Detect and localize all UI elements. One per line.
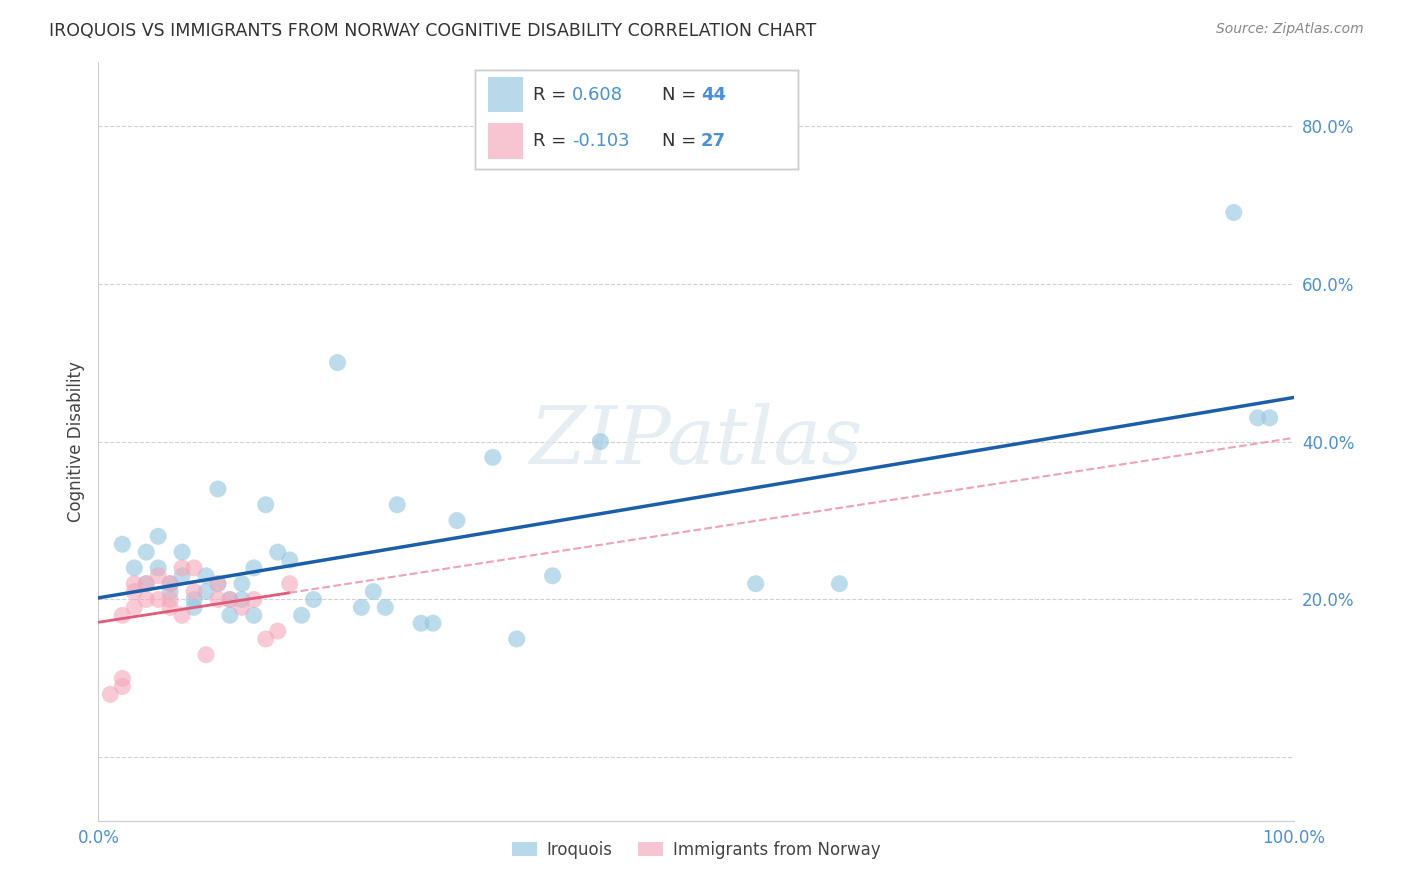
Point [326, 355, 349, 369]
Point [111, 679, 134, 693]
Text: IROQUOIS VS IMMIGRANTS FROM NORWAY COGNITIVE DISABILITY CORRELATION CHART: IROQUOIS VS IMMIGRANTS FROM NORWAY COGNI… [49, 22, 817, 40]
Point [446, 514, 468, 528]
Point [243, 561, 266, 575]
Point [148, 529, 170, 543]
Point [195, 584, 218, 599]
Point [124, 600, 146, 615]
Point [363, 584, 385, 599]
Point [422, 616, 444, 631]
Point [124, 584, 146, 599]
Point [374, 600, 396, 615]
Point [243, 608, 266, 623]
Point [148, 592, 170, 607]
Point [172, 561, 194, 575]
Point [385, 498, 409, 512]
Point [111, 537, 134, 551]
Point [207, 482, 229, 496]
Point [267, 624, 290, 639]
Point [159, 584, 181, 599]
Point [219, 608, 242, 623]
Point [135, 576, 157, 591]
Point [111, 672, 134, 686]
Point [1258, 410, 1281, 425]
Point [411, 616, 433, 631]
Point [159, 600, 181, 615]
Point [183, 592, 205, 607]
Point [481, 450, 505, 465]
Point [350, 600, 373, 615]
Point [302, 592, 325, 607]
Point [243, 592, 266, 607]
Point [589, 434, 612, 449]
Point [195, 648, 218, 662]
Point [111, 608, 134, 623]
Point [135, 576, 157, 591]
Point [207, 576, 229, 591]
Point [254, 632, 277, 646]
Y-axis label: Cognitive Disability: Cognitive Disability [66, 361, 84, 522]
Point [135, 545, 157, 559]
Text: ZIPatlas: ZIPatlas [529, 403, 863, 480]
Point [219, 592, 242, 607]
Point [231, 592, 253, 607]
Point [183, 600, 205, 615]
Point [135, 592, 157, 607]
Point [219, 592, 242, 607]
Point [1223, 205, 1246, 219]
Point [159, 576, 181, 591]
Point [231, 600, 253, 615]
Point [291, 608, 314, 623]
Point [172, 545, 194, 559]
Point [159, 576, 181, 591]
Point [183, 561, 205, 575]
Point [828, 576, 851, 591]
Point [172, 608, 194, 623]
Point [159, 592, 181, 607]
Point [148, 561, 170, 575]
Legend: Iroquois, Immigrants from Norway: Iroquois, Immigrants from Norway [505, 834, 887, 865]
Point [231, 576, 253, 591]
Point [148, 569, 170, 583]
Point [207, 592, 229, 607]
Point [183, 584, 205, 599]
Point [541, 569, 564, 583]
Point [745, 576, 768, 591]
Point [278, 576, 301, 591]
Point [278, 553, 301, 567]
Point [124, 561, 146, 575]
Text: Source: ZipAtlas.com: Source: ZipAtlas.com [1216, 22, 1364, 37]
Point [506, 632, 529, 646]
Point [267, 545, 290, 559]
Point [207, 576, 229, 591]
Point [195, 569, 218, 583]
Point [172, 569, 194, 583]
Point [98, 687, 122, 701]
Point [254, 498, 277, 512]
Point [1247, 410, 1270, 425]
Point [124, 576, 146, 591]
